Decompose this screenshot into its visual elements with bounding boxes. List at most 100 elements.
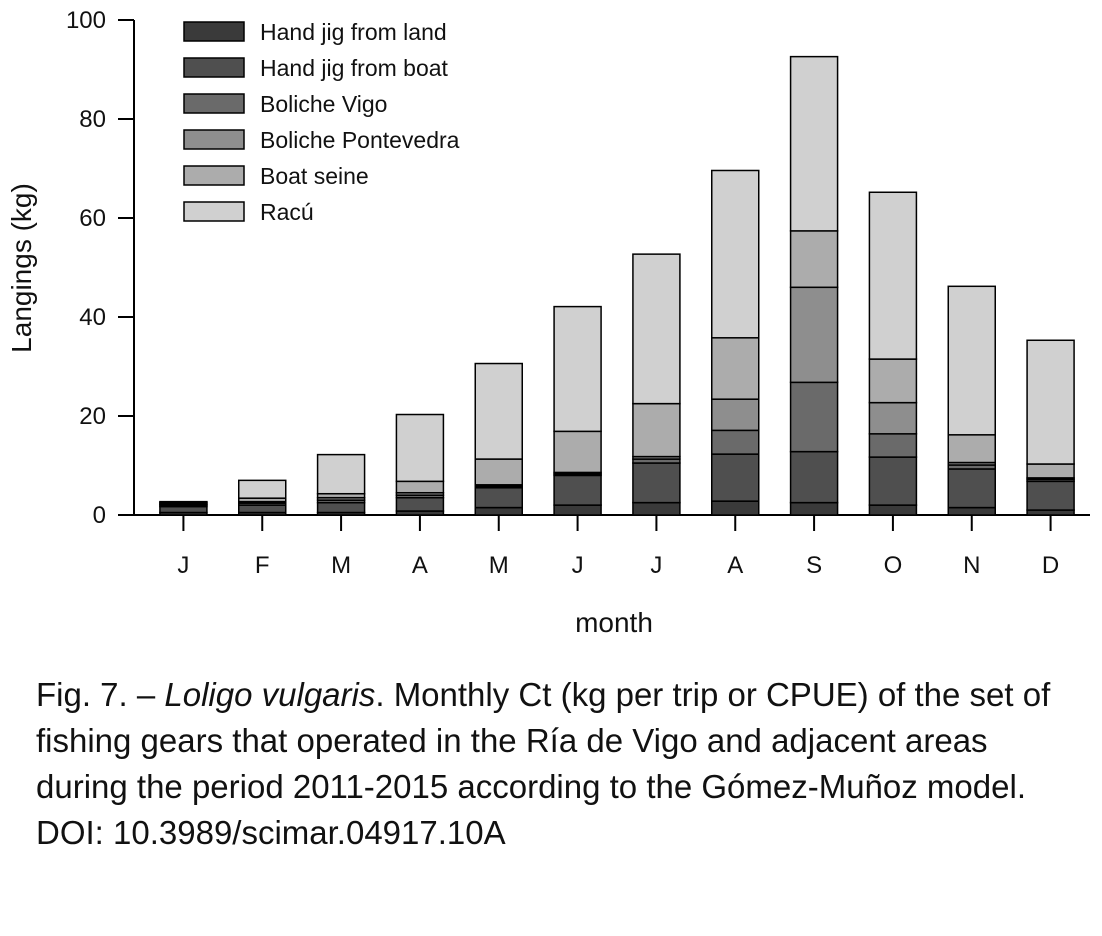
- bar-segment: [395, 413, 445, 483]
- bar-segment: [632, 462, 681, 504]
- bar-segment: [316, 501, 366, 514]
- bar-stack: [553, 305, 602, 516]
- bar-segment: [947, 506, 996, 516]
- legend-item: Boliche Vigo: [183, 91, 387, 117]
- bar-segment: [1026, 463, 1075, 479]
- bar-segment: [711, 453, 760, 502]
- bar-segment: [789, 286, 839, 384]
- bar-segment: [553, 430, 602, 474]
- x-axis-title: month: [575, 607, 653, 638]
- x-tick-label: A: [412, 552, 428, 579]
- legend-label: Hand jig from boat: [260, 55, 449, 81]
- bar-segment: [1026, 480, 1075, 511]
- y-axis-title: Langings (kg): [6, 183, 37, 353]
- caption-text: . Monthly Ct (kg per trip or CPUE) of th…: [36, 676, 1051, 851]
- legend-item: Racú: [183, 199, 314, 225]
- legend-item: Hand jig from land: [183, 19, 447, 45]
- bar-stack: [395, 413, 445, 516]
- bar-segment: [238, 479, 287, 499]
- bar-segment: [789, 230, 839, 289]
- legend-swatch: [183, 129, 245, 150]
- bar-stack: [1026, 339, 1075, 516]
- legend-label: Boliche Vigo: [260, 91, 387, 117]
- x-tick-label: J: [572, 552, 584, 579]
- bar-stack: [159, 500, 208, 516]
- legend-item: Hand jig from boat: [183, 55, 449, 81]
- bar-segment: [947, 434, 996, 464]
- bar-segment: [868, 358, 918, 404]
- bar-segment: [868, 433, 918, 458]
- legend-label: Hand jig from land: [260, 19, 447, 45]
- bar-stack: [238, 479, 287, 516]
- bars: [159, 55, 1075, 516]
- bar-segment: [159, 500, 208, 504]
- legend-swatch: [183, 21, 245, 42]
- bar-segment: [474, 458, 523, 486]
- bar-segment: [632, 253, 681, 405]
- legend-label: Boat seine: [260, 163, 369, 189]
- stacked-bar-chart: 0 20 40 60 80 100 J F M A M J J A S O N D Hand jig from …: [6, 7, 1090, 638]
- y-tick-label: 60: [79, 205, 106, 232]
- y-tick-label: 20: [79, 403, 106, 430]
- x-tick-label: N: [963, 552, 980, 579]
- bar-segment: [711, 429, 760, 455]
- legend-item: Boliche Pontevedra: [183, 127, 460, 153]
- bar-stack: [947, 285, 996, 516]
- bar-stack: [316, 453, 366, 516]
- legend: Hand jig from land Hand jig from boat Boli…: [183, 19, 460, 225]
- bar-stack: [711, 169, 760, 516]
- bar-segment: [868, 456, 918, 506]
- y-tick-label: 0: [93, 502, 106, 529]
- bar-segment: [1026, 339, 1075, 465]
- bar-stack: [632, 253, 681, 516]
- bar-segment: [553, 474, 602, 506]
- x-tick-label: D: [1042, 552, 1059, 579]
- legend-swatch: [183, 201, 245, 222]
- bar-segment: [868, 401, 918, 435]
- bar-segment: [711, 169, 760, 339]
- x-tick-label: F: [255, 552, 270, 579]
- legend-item: Boat seine: [183, 163, 369, 189]
- bar-stack: [474, 362, 523, 516]
- bar-segment: [789, 501, 839, 516]
- bar-segment: [868, 504, 918, 516]
- bar-segment: [632, 501, 681, 516]
- x-tick-label: J: [177, 552, 189, 579]
- bar-segment: [474, 487, 523, 509]
- legend-swatch: [183, 165, 245, 186]
- bar-segment: [789, 55, 839, 232]
- bar-segment: [395, 496, 445, 512]
- bar-segment: [711, 337, 760, 400]
- legend-label: Boliche Pontevedra: [260, 127, 460, 153]
- x-tick-label: A: [727, 552, 743, 579]
- legend-swatch: [183, 57, 245, 78]
- caption-species: Loligo vulgaris: [164, 676, 376, 713]
- bar-segment: [316, 453, 366, 495]
- y-tick-label: 80: [79, 106, 106, 133]
- legend-swatch: [183, 93, 245, 114]
- bar-segment: [711, 398, 760, 432]
- bar-segment: [711, 500, 760, 516]
- bar-segment: [474, 506, 523, 516]
- bar-segment: [947, 468, 996, 509]
- bar-segment: [474, 362, 523, 460]
- bar-segment: [159, 505, 208, 514]
- bar-segment: [947, 285, 996, 436]
- x-tick-label: O: [884, 552, 903, 579]
- x-tick-label: M: [331, 552, 351, 579]
- x-tick-label: M: [489, 552, 509, 579]
- bar-stack: [789, 55, 839, 516]
- x-tick-label: S: [806, 552, 822, 579]
- bar-segment: [553, 504, 602, 516]
- x-tick-label: J: [650, 552, 662, 579]
- legend-label: Racú: [260, 199, 314, 225]
- y-axis: 0 20 40 60 80 100: [66, 7, 135, 529]
- bar-segment: [632, 402, 681, 458]
- bar-segment: [553, 305, 602, 433]
- bar-segment: [238, 504, 287, 514]
- figure-caption: Fig. 7. – Loligo vulgaris. Monthly Ct (k…: [36, 672, 1086, 856]
- bar-stack: [868, 191, 918, 516]
- y-tick-label: 40: [79, 304, 106, 331]
- bar-segment: [395, 480, 445, 494]
